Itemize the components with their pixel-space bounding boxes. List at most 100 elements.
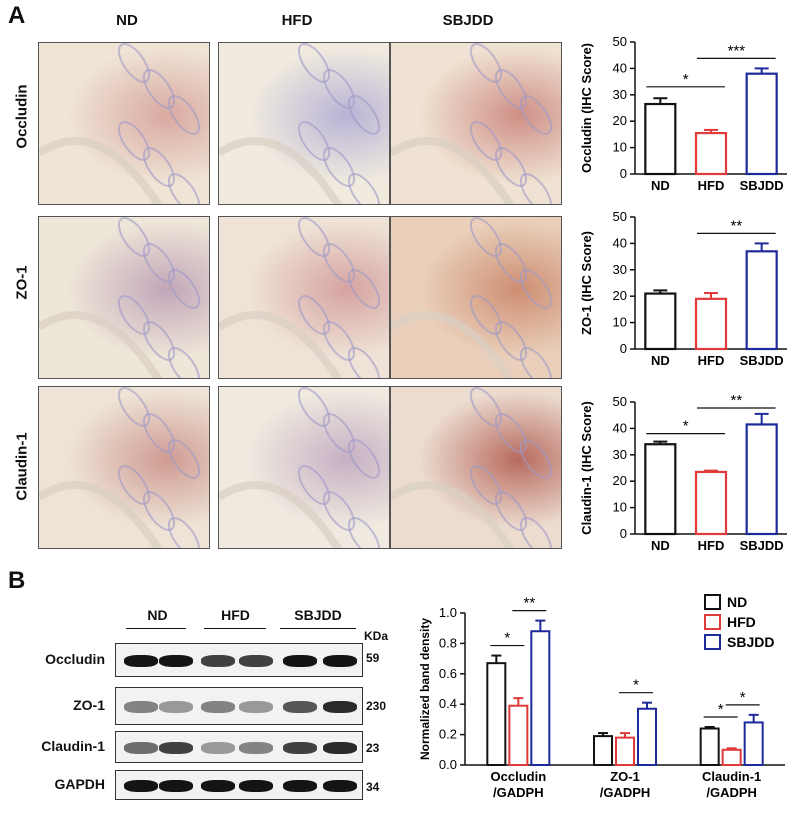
y-axis-label: Claudin-1 (IHC Score) — [579, 401, 594, 535]
wb-kda-gapdh: 34 — [366, 780, 380, 794]
y-tick-label: 20 — [613, 473, 627, 488]
blot-band — [283, 655, 317, 667]
blot-band — [239, 742, 273, 754]
crypt-shape — [469, 295, 503, 335]
y-tick-label: 0 — [620, 166, 627, 181]
crypt-shape — [469, 465, 503, 505]
bar-hfd — [508, 704, 529, 766]
crypt-shape — [494, 321, 528, 361]
claudin1-ihc-chart: Claudin-1 (IHC Score) 0 10 20 30 40 50 ND HFD SBJ… — [579, 392, 787, 553]
significance-label: * — [504, 630, 510, 647]
bar-hfd — [721, 748, 742, 767]
significance-label: * — [718, 701, 724, 718]
crypt-shape — [494, 147, 528, 187]
crypt-shape — [519, 347, 553, 378]
y-tick-label: 30 — [613, 447, 627, 462]
crypt-shape — [494, 243, 528, 283]
significance-label: ** — [730, 392, 742, 409]
zo1-ihc-chart: ZO-1 (IHC Score) 0 10 20 30 40 50 ND HFD SBJDD ** — [579, 209, 787, 368]
crypt-shape — [347, 439, 381, 479]
blot-band — [159, 780, 193, 792]
crypt-shape — [347, 347, 381, 378]
crypt-shape — [322, 69, 356, 109]
bar-sbjdd — [530, 630, 551, 766]
bar-nd — [644, 102, 677, 176]
blot-band — [323, 780, 357, 792]
wb-label-zo1: ZO-1 — [73, 697, 105, 713]
muscle-layer — [219, 480, 343, 548]
x-tick-label: Occludin — [491, 769, 547, 784]
blot-claudin1 — [115, 731, 363, 763]
y-tick-label: 20 — [613, 288, 627, 303]
x-tick-label: HFD — [698, 538, 725, 553]
crypt-shape — [167, 95, 201, 135]
crypt-shape — [142, 69, 176, 109]
y-tick-label: 0.0 — [439, 757, 457, 772]
muscle-layer — [391, 136, 515, 204]
blot-band — [283, 780, 317, 792]
bar-nd — [644, 292, 677, 351]
blot-band — [323, 655, 357, 667]
legend-swatch-hfd — [704, 614, 721, 630]
y-axis-label: Occludin (IHC Score) — [579, 43, 594, 173]
muscle-layer — [39, 310, 163, 378]
blot-band — [201, 701, 235, 713]
tissue-illustration — [39, 387, 201, 548]
crypt-shape — [297, 121, 331, 161]
y-tick-label: 30 — [613, 87, 627, 102]
y-tick-label: 40 — [613, 420, 627, 435]
y-tick-label: 0 — [620, 341, 627, 356]
muscle-layer — [39, 480, 163, 548]
crypt-shape — [519, 173, 553, 204]
wb-label-gapdh: GAPDH — [54, 776, 105, 792]
row-label-claudin1: Claudin-1 — [13, 432, 31, 501]
crypt-shape — [117, 387, 151, 427]
blot-band — [283, 742, 317, 754]
significance-label: *** — [728, 42, 746, 59]
bar-sbjdd — [637, 707, 657, 767]
x-tick-label: SBJDD — [740, 538, 784, 553]
legend-label-nd: ND — [727, 594, 747, 610]
y-tick-label: 0.8 — [439, 635, 457, 650]
row-label-zo1: ZO-1 — [13, 265, 31, 300]
crypt-shape — [519, 439, 553, 479]
x-tick-label: SBJDD — [740, 353, 784, 368]
tissue-illustration — [219, 43, 381, 204]
wb-group-hfd: HFD — [221, 607, 250, 623]
crypt-shape — [469, 121, 503, 161]
wb-kda-claudin1: 23 — [366, 741, 380, 755]
micrograph-zo1-hfd — [218, 216, 390, 379]
bar-sbjdd — [745, 250, 778, 351]
crypt-shape — [297, 43, 331, 83]
tissue-illustration — [391, 387, 553, 548]
crypt-shape — [519, 95, 553, 135]
crypt-shape — [469, 43, 503, 83]
crypt-shape — [117, 121, 151, 161]
significance-label: ** — [730, 217, 742, 234]
y-tick-label: 0.6 — [439, 666, 457, 681]
blot-band — [124, 742, 158, 754]
crypt-shape — [297, 465, 331, 505]
tissue-illustration — [219, 387, 381, 548]
y-tick-label: 10 — [613, 140, 627, 155]
y-tick-label: 50 — [613, 394, 627, 409]
x-tick-label: /GADPH — [493, 785, 544, 800]
row-label-occludin: Occludin — [13, 84, 31, 149]
crypt-shape — [494, 491, 528, 531]
blot-occludin — [115, 643, 363, 677]
crypt-shape — [297, 217, 331, 257]
crypt-shape — [142, 147, 176, 187]
blot-band — [201, 655, 235, 667]
y-tick-label: 30 — [613, 262, 627, 277]
wb-group-nd: ND — [147, 607, 168, 623]
legend-swatch-nd — [704, 594, 721, 610]
tissue-illustration — [391, 217, 553, 378]
panel-b-letter: B — [8, 567, 26, 594]
significance-label: ** — [523, 595, 535, 612]
wb-group-line-nd — [126, 628, 186, 629]
y-tick-label: 40 — [613, 60, 627, 75]
bar-sbjdd — [743, 721, 764, 767]
wb-kda-unit: KDa — [364, 629, 389, 643]
wb-group-sbjdd: SBJDD — [294, 607, 342, 623]
blot-gapdh — [115, 770, 363, 800]
